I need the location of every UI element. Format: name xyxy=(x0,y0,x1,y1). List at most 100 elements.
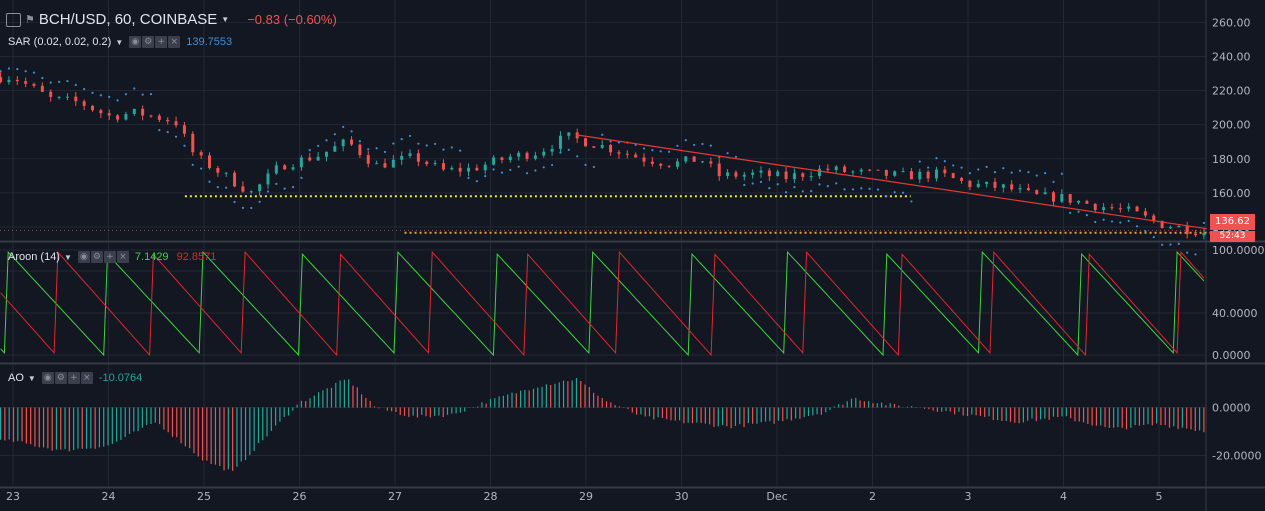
sar-dot xyxy=(977,168,980,171)
sar-dot xyxy=(333,133,336,136)
sar-dot xyxy=(0,70,2,73)
y-tick-label: 260.00 xyxy=(1212,16,1251,29)
sar-dot xyxy=(810,189,813,193)
trendline[interactable] xyxy=(576,134,1207,230)
candle-body xyxy=(1077,200,1081,203)
candle-body xyxy=(7,79,11,83)
candle-body xyxy=(1135,206,1139,212)
candle-body xyxy=(843,166,847,173)
candle-body xyxy=(1127,206,1131,209)
sar-dot xyxy=(550,163,554,167)
sar-dot xyxy=(784,191,788,194)
sar-dot xyxy=(651,149,654,152)
settings-gear-icon[interactable]: ⚙ xyxy=(142,36,155,48)
sar-dot xyxy=(960,166,963,169)
chevron-down-icon[interactable]: ▼ xyxy=(27,373,36,383)
candle-body xyxy=(475,167,479,171)
candle-body xyxy=(1118,208,1122,210)
settings-gear-icon[interactable]: ⚙ xyxy=(54,372,67,384)
candle-body xyxy=(801,173,805,177)
candle-body xyxy=(943,169,947,174)
candle-body xyxy=(350,139,354,145)
close-icon[interactable]: × xyxy=(116,251,129,263)
close-icon[interactable]: × xyxy=(168,36,181,48)
aroon-label[interactable]: Aroon (14) xyxy=(8,251,60,263)
candle-body xyxy=(1026,188,1030,191)
sar-dot xyxy=(667,150,671,153)
sar-dot xyxy=(1077,210,1080,213)
sar-dot xyxy=(492,168,495,171)
sar-dot xyxy=(567,148,570,151)
candle-body xyxy=(742,174,746,177)
sar-dot xyxy=(751,182,754,185)
candle-body xyxy=(32,83,36,86)
sar-dot xyxy=(584,163,587,166)
candle-body xyxy=(960,178,964,181)
plus-icon[interactable]: + xyxy=(103,251,116,263)
plus-icon[interactable]: + xyxy=(67,372,80,384)
sar-dot xyxy=(935,157,938,160)
sar-dot xyxy=(383,150,387,154)
visibility-icon[interactable]: ◉ xyxy=(41,372,54,384)
candle-body xyxy=(241,186,245,192)
candle-body xyxy=(993,181,997,188)
candle-body xyxy=(116,115,120,120)
candle-body xyxy=(1202,233,1206,236)
candle-body xyxy=(216,167,220,173)
sar-dot xyxy=(1010,171,1013,174)
sar-dot xyxy=(325,139,328,142)
y-axis-labels: 260.00240.00220.00200.00180.00160.00140.… xyxy=(1212,16,1265,462)
chart-icon[interactable] xyxy=(6,12,21,27)
sar-dot xyxy=(1186,251,1189,254)
sar-dot xyxy=(893,191,896,194)
candle-body xyxy=(859,169,863,172)
candle-body xyxy=(1143,211,1147,216)
sar-dot xyxy=(174,135,178,138)
sar-value: 139.7553 xyxy=(186,36,233,48)
candle-body xyxy=(467,167,471,172)
flag-icon[interactable]: ⚑ xyxy=(25,14,35,26)
chevron-down-icon[interactable]: ▼ xyxy=(63,252,72,262)
candle-body xyxy=(1194,234,1198,236)
sar-dot xyxy=(693,143,696,147)
symbol-title[interactable]: BCH/USD, 60, COINBASE xyxy=(38,11,218,28)
ao-label[interactable]: AO xyxy=(8,372,24,384)
visibility-icon[interactable]: ◉ xyxy=(77,251,90,263)
sar-dot xyxy=(1085,214,1088,217)
sar-dot xyxy=(24,70,27,73)
close-icon[interactable]: × xyxy=(80,372,93,384)
sar-dot xyxy=(32,71,36,74)
candle-body xyxy=(174,121,178,126)
sar-dot xyxy=(885,195,888,198)
candle-body xyxy=(274,165,278,174)
candle-body xyxy=(15,79,19,82)
visibility-icon[interactable]: ◉ xyxy=(129,36,142,48)
candle-body xyxy=(868,169,872,171)
sar-dot xyxy=(342,125,345,129)
candle-body xyxy=(266,173,270,185)
chevron-down-icon[interactable]: ▼ xyxy=(221,15,230,24)
sar-label[interactable]: SAR (0.02, 0.02, 0.2) xyxy=(8,36,112,48)
candle-body xyxy=(40,85,44,92)
candle-body xyxy=(784,171,788,180)
x-tick-label: 23 xyxy=(6,490,20,503)
sar-dot xyxy=(1119,221,1122,224)
plus-icon[interactable]: + xyxy=(155,36,168,48)
settings-gear-icon[interactable]: ⚙ xyxy=(90,251,103,263)
candle-body xyxy=(375,163,379,165)
sar-dot xyxy=(768,187,771,190)
candle-body xyxy=(358,144,362,156)
x-tick-label: 4 xyxy=(1060,490,1067,503)
price-change: −0.83 (−0.60%) xyxy=(247,12,337,27)
candle-body xyxy=(642,157,646,162)
sar-dot xyxy=(116,99,119,102)
support-line[interactable] xyxy=(0,195,1217,234)
sar-dot xyxy=(952,164,955,167)
candle-body xyxy=(976,183,980,188)
chevron-down-icon[interactable]: ▼ xyxy=(115,37,124,47)
sar-dot xyxy=(99,94,102,97)
candle-body xyxy=(199,152,203,156)
candle-body xyxy=(191,133,195,153)
sar-dot xyxy=(241,206,245,209)
